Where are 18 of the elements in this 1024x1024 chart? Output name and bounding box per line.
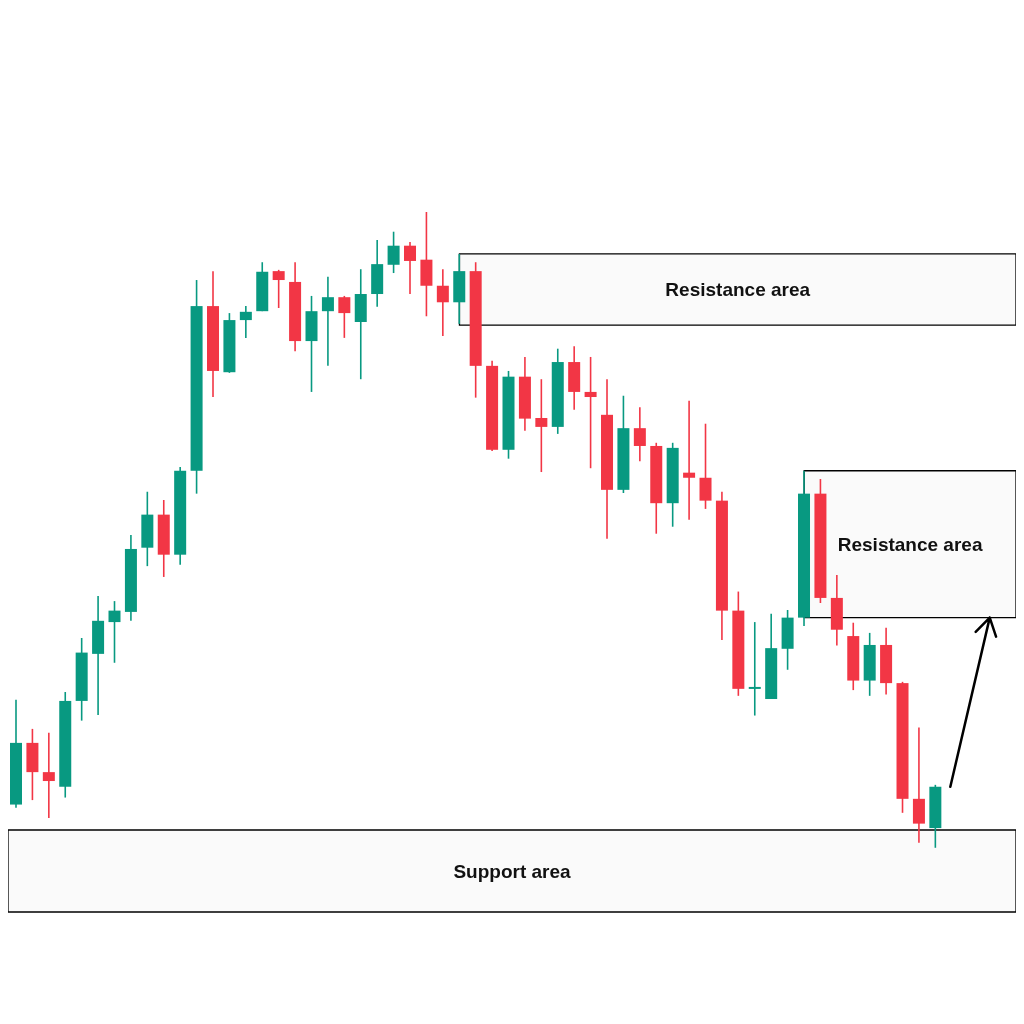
candlestick — [699, 422, 712, 510]
candlestick — [239, 305, 252, 339]
candlestick — [404, 241, 417, 295]
band-label: Resistance area — [837, 533, 983, 555]
candlestick — [42, 731, 55, 819]
candlestick — [683, 400, 696, 521]
candlestick — [436, 268, 449, 337]
candlestick — [748, 621, 761, 717]
candlestick — [535, 378, 548, 473]
band-label: Resistance area — [665, 279, 811, 301]
candlestick — [321, 276, 334, 367]
candlestick — [633, 406, 646, 463]
candlestick — [108, 600, 121, 664]
candlestick — [584, 356, 597, 470]
candlestick — [387, 230, 400, 274]
candlestick — [338, 295, 351, 339]
candlestick — [272, 269, 285, 309]
band-label: Support area — [453, 860, 572, 882]
